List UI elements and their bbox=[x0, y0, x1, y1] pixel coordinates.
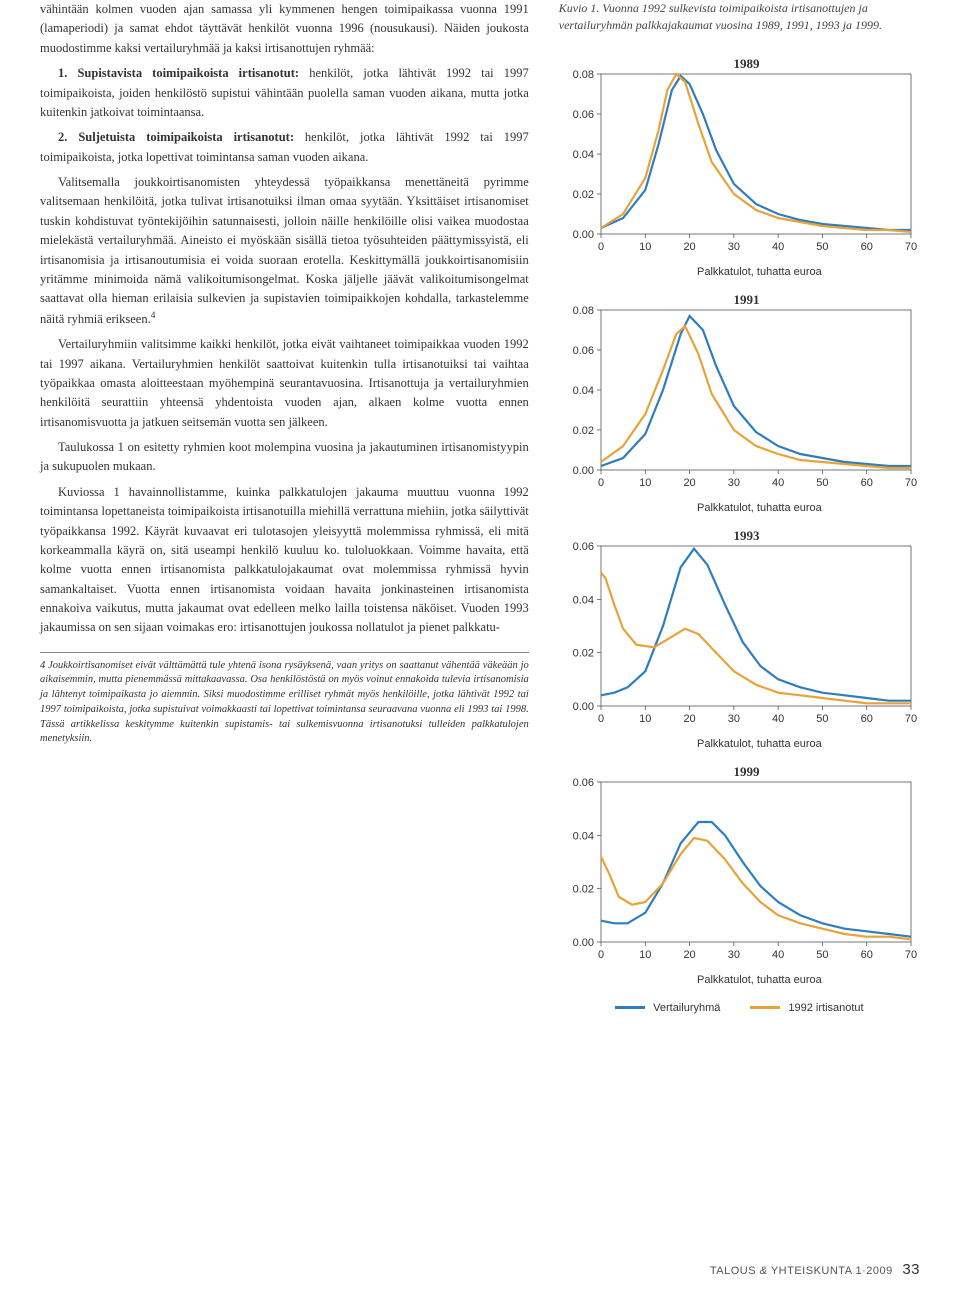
svg-text:0.04: 0.04 bbox=[572, 385, 593, 397]
svg-text:30: 30 bbox=[727, 477, 739, 489]
svg-text:10: 10 bbox=[639, 477, 651, 489]
chart-title: 1989 bbox=[734, 56, 760, 72]
svg-text:0: 0 bbox=[598, 713, 604, 725]
svg-text:0.02: 0.02 bbox=[572, 425, 593, 437]
legend-item-orange: 1992 irtisanotut bbox=[750, 1002, 863, 1014]
svg-text:0.02: 0.02 bbox=[572, 883, 593, 895]
svg-text:0.00: 0.00 bbox=[572, 937, 593, 949]
chart-1999: 1999 0.00 0.02 0.04 0.06 0 10 20 30 40 50 60 70 bbox=[559, 760, 919, 970]
para-list2: 2. Suljetuista toimipaikoista irtisanotu… bbox=[40, 128, 529, 167]
svg-text:10: 10 bbox=[639, 241, 651, 253]
svg-text:0.06: 0.06 bbox=[572, 109, 593, 121]
svg-text:0.02: 0.02 bbox=[572, 647, 593, 659]
svg-text:0: 0 bbox=[598, 477, 604, 489]
charts-container: 1989 0.00 0.02 0.04 0.06 0.08 0 10 20 30 40 50 60 70… bbox=[559, 52, 920, 986]
footnote-text: 4 Joukkoirtisanomiset eivät välttämättä … bbox=[40, 659, 529, 747]
footnote-rule bbox=[40, 652, 529, 653]
para-table-ref: Taulukossa 1 on esitetty ryhmien koot mo… bbox=[40, 438, 529, 477]
svg-text:70: 70 bbox=[905, 241, 917, 253]
para-intro: vähintään kolmen vuoden ajan samassa yli… bbox=[40, 0, 529, 58]
journal-name2: YHTEISKUNTA 1·2009 bbox=[767, 1265, 892, 1277]
svg-text:30: 30 bbox=[727, 241, 739, 253]
svg-text:20: 20 bbox=[683, 713, 695, 725]
svg-text:0.04: 0.04 bbox=[572, 830, 593, 842]
legend-label-orange: 1992 irtisanotut bbox=[788, 1002, 863, 1014]
list1-bold: 1. Supistavista toimipaikoista irtisanot… bbox=[58, 66, 299, 80]
figure-caption: Kuvio 1. Vuonna 1992 sulkevista toimipai… bbox=[559, 0, 920, 34]
svg-text:60: 60 bbox=[860, 949, 872, 961]
para-method: Valitsemalla joukkoirtisanomisten yhteyd… bbox=[40, 173, 529, 329]
x-axis-label: Palkkatulot, tuhatta euroa bbox=[559, 266, 920, 278]
legend-swatch-orange bbox=[750, 1006, 780, 1009]
svg-text:40: 40 bbox=[772, 949, 784, 961]
chart-1989: 1989 0.00 0.02 0.04 0.06 0.08 0 10 20 30 40 50 60 70 bbox=[559, 52, 919, 262]
chart-title: 1999 bbox=[734, 764, 760, 780]
svg-text:0.06: 0.06 bbox=[572, 541, 593, 553]
chart-title: 1993 bbox=[734, 528, 760, 544]
svg-text:40: 40 bbox=[772, 241, 784, 253]
svg-text:20: 20 bbox=[683, 241, 695, 253]
svg-text:30: 30 bbox=[727, 713, 739, 725]
svg-text:0.04: 0.04 bbox=[572, 594, 593, 606]
svg-text:10: 10 bbox=[639, 713, 651, 725]
legend-label-blue: Vertailuryhmä bbox=[653, 1002, 720, 1014]
svg-text:30: 30 bbox=[727, 949, 739, 961]
list2-bold: 2. Suljetuista toimipaikoista irtisanotu… bbox=[58, 130, 294, 144]
svg-text:50: 50 bbox=[816, 949, 828, 961]
footnote-ref: 4 bbox=[151, 311, 156, 321]
svg-text:0: 0 bbox=[598, 241, 604, 253]
para-controls: Vertailuryhmiin valitsimme kaikki henkil… bbox=[40, 335, 529, 432]
svg-text:0.08: 0.08 bbox=[572, 69, 593, 81]
svg-text:0: 0 bbox=[598, 949, 604, 961]
para-figure-desc: Kuviossa 1 havainnollistamme, kuinka pal… bbox=[40, 483, 529, 638]
page-number: 33 bbox=[902, 1261, 920, 1278]
svg-text:0.00: 0.00 bbox=[572, 465, 593, 477]
chart-1993: 1993 0.00 0.02 0.04 0.06 0 10 20 30 40 50 60 70 bbox=[559, 524, 919, 734]
svg-text:60: 60 bbox=[860, 477, 872, 489]
x-axis-label: Palkkatulot, tuhatta euroa bbox=[559, 502, 920, 514]
svg-text:20: 20 bbox=[683, 477, 695, 489]
x-axis-label: Palkkatulot, tuhatta euroa bbox=[559, 738, 920, 750]
right-column: Kuvio 1. Vuonna 1992 sulkevista toimipai… bbox=[559, 0, 920, 1014]
svg-text:60: 60 bbox=[860, 241, 872, 253]
svg-text:50: 50 bbox=[816, 241, 828, 253]
svg-text:0.06: 0.06 bbox=[572, 345, 593, 357]
svg-text:40: 40 bbox=[772, 477, 784, 489]
chart-1991: 1991 0.00 0.02 0.04 0.06 0.08 0 10 20 30 40 50 60 70 bbox=[559, 288, 919, 498]
svg-text:60: 60 bbox=[860, 713, 872, 725]
svg-text:0.00: 0.00 bbox=[572, 229, 593, 241]
svg-text:70: 70 bbox=[905, 713, 917, 725]
svg-text:0.02: 0.02 bbox=[572, 189, 593, 201]
svg-text:70: 70 bbox=[905, 477, 917, 489]
svg-text:10: 10 bbox=[639, 949, 651, 961]
svg-text:40: 40 bbox=[772, 713, 784, 725]
legend-item-blue: Vertailuryhmä bbox=[615, 1002, 720, 1014]
para-list1: 1. Supistavista toimipaikoista irtisanot… bbox=[40, 64, 529, 122]
svg-text:50: 50 bbox=[816, 477, 828, 489]
svg-text:0.08: 0.08 bbox=[572, 305, 593, 317]
journal-name: TALOUS bbox=[710, 1265, 760, 1277]
chart-legend: Vertailuryhmä 1992 irtisanotut bbox=[559, 1002, 920, 1014]
svg-text:70: 70 bbox=[905, 949, 917, 961]
svg-text:0.00: 0.00 bbox=[572, 701, 593, 713]
svg-text:0.06: 0.06 bbox=[572, 777, 593, 789]
left-column: vähintään kolmen vuoden ajan samassa yli… bbox=[40, 0, 529, 1014]
svg-text:20: 20 bbox=[683, 949, 695, 961]
svg-text:0.04: 0.04 bbox=[572, 149, 593, 161]
page-footer: TALOUS & YHTEISKUNTA 1·2009 33 bbox=[710, 1261, 920, 1278]
x-axis-label: Palkkatulot, tuhatta euroa bbox=[559, 974, 920, 986]
svg-text:50: 50 bbox=[816, 713, 828, 725]
chart-title: 1991 bbox=[734, 292, 760, 308]
legend-swatch-blue bbox=[615, 1006, 645, 1009]
